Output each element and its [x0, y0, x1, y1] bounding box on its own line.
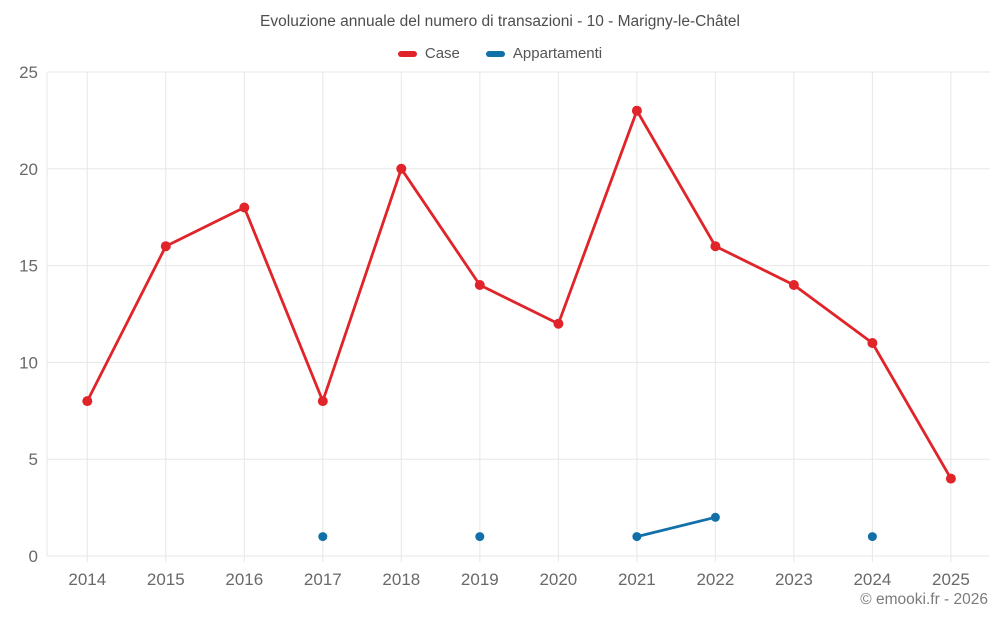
data-point-case-2020[interactable]	[553, 318, 564, 329]
x-axis-tick-label: 2017	[304, 570, 342, 589]
x-axis-tick-label: 2015	[147, 570, 185, 589]
y-axis-tick-label: 0	[29, 547, 38, 566]
series-line-case	[85, 109, 953, 480]
x-axis-tick-label: 2025	[932, 570, 970, 589]
legend-item-case[interactable]: Case	[397, 45, 460, 62]
y-axis-tick-label: 20	[19, 160, 38, 179]
data-point-appartamenti-2019[interactable]	[475, 532, 485, 542]
legend-label: Case	[424, 45, 460, 62]
y-axis-tick-label: 5	[29, 450, 38, 469]
data-point-case-2016[interactable]	[239, 202, 250, 213]
data-point-case-2022[interactable]	[710, 241, 721, 252]
data-point-case-2024[interactable]	[867, 338, 878, 348]
data-point-appartamenti-2022[interactable]	[710, 512, 720, 522]
data-point-case-2021[interactable]	[631, 105, 642, 116]
y-axis-tick-label: 10	[19, 353, 38, 372]
x-axis-tick-label: 2018	[382, 570, 420, 589]
x-axis-tick-label: 2023	[775, 570, 813, 589]
x-axis-tick-label: 2016	[225, 570, 263, 589]
x-axis-tick-label: 2020	[539, 570, 577, 589]
x-axis-tick-label: 2021	[618, 570, 656, 589]
copyright-text: © emooki.fr - 2026	[860, 591, 988, 608]
x-axis-tick-label: 2014	[68, 570, 106, 589]
data-point-case-2019[interactable]	[474, 280, 485, 290]
data-point-case-2014[interactable]	[82, 396, 93, 407]
chart-legend: Case Appartamenti	[0, 45, 1000, 62]
data-point-case-2025[interactable]	[945, 473, 956, 484]
y-axis-tick-label: 15	[19, 257, 38, 276]
chart-title: Evoluzione annuale del numero di transaz…	[260, 13, 740, 30]
data-point-case-2015[interactable]	[160, 241, 171, 252]
legend-item-appartamenti[interactable]: Appartamenti	[485, 45, 603, 62]
data-point-appartamenti-2021[interactable]	[632, 532, 642, 542]
data-point-appartamenti-2024[interactable]	[867, 532, 877, 542]
data-point-case-2018[interactable]	[396, 163, 407, 174]
x-axis-tick-label: 2022	[696, 570, 734, 589]
x-axis-tick-label: 2024	[853, 570, 891, 589]
data-point-case-2017[interactable]	[317, 396, 328, 407]
y-axis-tick-label: 25	[19, 63, 38, 82]
data-point-case-2023[interactable]	[788, 280, 799, 290]
legend-swatch-icon	[397, 50, 417, 57]
legend-label: Appartamenti	[512, 45, 603, 62]
x-axis-tick-label: 2019	[461, 570, 499, 589]
legend-swatch-icon	[485, 50, 505, 57]
series-line-appartamenti	[637, 517, 873, 536]
data-point-appartamenti-2017[interactable]	[318, 532, 328, 542]
